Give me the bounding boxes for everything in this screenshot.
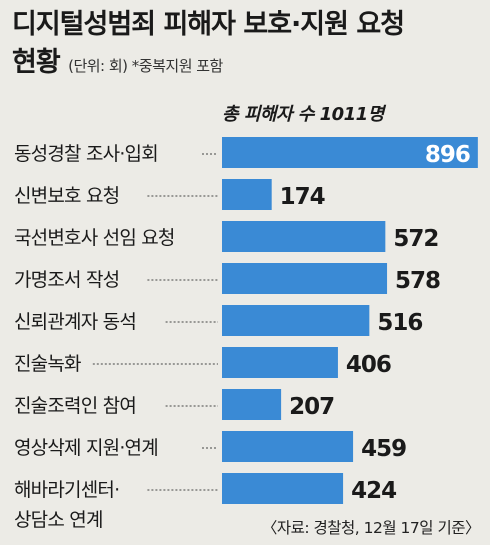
category-label: 진술녹화: [14, 353, 81, 375]
value-label: 572: [393, 226, 438, 252]
bar: [222, 431, 354, 462]
category-label: 영상삭제 지원·연계: [14, 437, 158, 459]
source-note: 〈자료: 경찰청, 12월 17일 기준〉: [261, 519, 481, 537]
category-label: 동성경찰 조사·입회: [14, 143, 158, 165]
value-label: 459: [361, 436, 406, 462]
value-label: 207: [289, 394, 334, 420]
value-label: 896: [425, 142, 470, 168]
category-label: 해바라기센터· 상담소 연계: [14, 479, 119, 531]
title-line2: 현황: [12, 47, 61, 78]
value-label: 406: [346, 352, 391, 378]
total-annotation: 총 피해자 수 1011명: [222, 104, 384, 125]
bar: [222, 137, 478, 168]
value-label: 424: [351, 478, 396, 504]
bar: [222, 305, 370, 336]
category-label: 진술조력인 참여: [14, 395, 136, 417]
category-label: 신변보호 요청: [14, 185, 119, 207]
value-label: 174: [280, 184, 325, 210]
bar: [222, 389, 282, 420]
value-label: 578: [395, 268, 440, 294]
category-label: 국선변호사 선임 요청: [14, 227, 175, 249]
bar: [222, 473, 344, 504]
bar: [222, 179, 272, 210]
bar: [222, 347, 338, 378]
bar: [222, 263, 388, 294]
category-label: 가명조서 작성: [14, 269, 119, 291]
chart-title: 디지털성범죄 피해자 보호·지원 요청 현황 (단위: 회) *중복지원 포함: [12, 6, 482, 85]
category-label: 신뢰관계자 동석: [14, 311, 136, 333]
unit-note: (단위: 회) *중복지원 포함: [68, 57, 223, 75]
title-line1: 디지털성범죄 피해자 보호·지원 요청: [12, 9, 405, 40]
value-label: 516: [377, 310, 422, 336]
bar: [222, 221, 386, 252]
